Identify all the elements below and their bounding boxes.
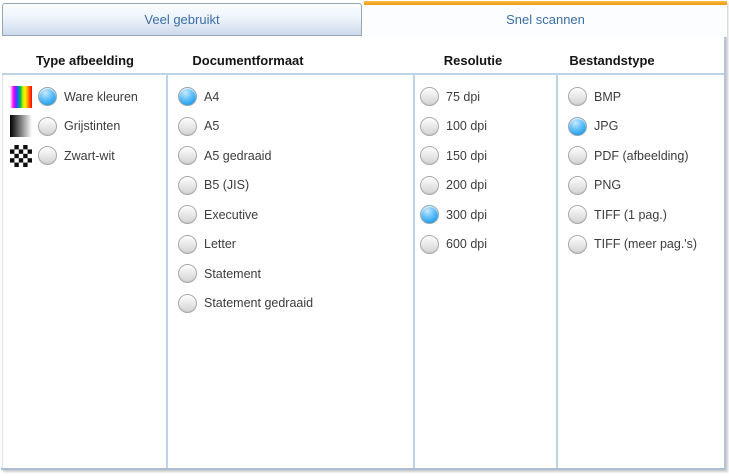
radio-ware-kleuren[interactable]	[38, 87, 57, 107]
column-header-type-afbeelding: Type afbeelding	[36, 53, 134, 68]
radio-label: Statement	[204, 266, 261, 281]
radio-label: B5 (JIS)	[204, 178, 250, 193]
radio-label: Executive	[204, 207, 259, 222]
radio-label: Statement gedraaid	[204, 296, 314, 311]
radio-row-75dpi[interactable]: 75 dpi	[420, 82, 487, 112]
radio-a5-gedraaid[interactable]	[178, 146, 197, 166]
radio-row-a5[interactable]: A5	[178, 112, 313, 142]
radio-row-tiff-meer-pags[interactable]: TIFF (meer pag.'s)	[568, 230, 697, 260]
radio-tiff-1pag[interactable]	[568, 205, 587, 225]
radio-label: Ware kleuren	[64, 89, 138, 104]
column-resolutie: 75 dpi 100 dpi 150 dpi 200 dpi 300 dpi 6…	[420, 82, 487, 259]
radio-label: Letter	[204, 237, 236, 252]
tab-snel-scannen[interactable]: Snel scannen	[364, 1, 727, 37]
radio-pdf-afbeelding[interactable]	[568, 146, 587, 166]
radio-label: 100 dpi	[446, 119, 488, 134]
radio-row-statement[interactable]: Statement	[178, 259, 313, 289]
radio-label: A4	[204, 89, 220, 104]
column-header-bestandstype: Bestandstype	[569, 53, 655, 68]
radio-label: 200 dpi	[446, 178, 488, 193]
radio-a4[interactable]	[178, 87, 197, 107]
radio-b5-jis[interactable]	[178, 175, 197, 195]
radio-row-png[interactable]: PNG	[568, 171, 697, 201]
radio-row-letter[interactable]: Letter	[178, 230, 313, 260]
active-tab-accent-bar	[364, 1, 727, 5]
radio-row-executive[interactable]: Executive	[178, 200, 313, 230]
radio-label: PNG	[594, 178, 622, 193]
radio-300dpi[interactable]	[420, 205, 439, 225]
grid-line-2	[413, 75, 415, 468]
radio-100dpi[interactable]	[420, 116, 439, 136]
color-spectrum-icon	[10, 85, 32, 108]
radio-row-tiff-1pag[interactable]: TIFF (1 pag.)	[568, 200, 697, 230]
header-underline	[2, 73, 724, 75]
radio-statement[interactable]	[178, 264, 197, 284]
radio-row-zwart-wit[interactable]: Zwart-wit	[10, 141, 138, 171]
radio-150dpi[interactable]	[420, 146, 439, 166]
radio-png[interactable]	[568, 175, 587, 195]
radio-jpg[interactable]	[568, 116, 587, 136]
radio-row-bmp[interactable]: BMP	[568, 82, 697, 112]
tab-snel-scannen-label: Snel scannen	[506, 11, 585, 27]
radio-row-100dpi[interactable]: 100 dpi	[420, 112, 487, 142]
radio-label: 300 dpi	[446, 207, 488, 222]
radio-label: 600 dpi	[446, 237, 488, 252]
radio-statement-gedraaid[interactable]	[178, 293, 197, 313]
grid-line-3	[556, 75, 558, 468]
radio-row-jpg[interactable]: JPG	[568, 112, 697, 142]
grayscale-gradient-icon	[10, 115, 32, 138]
radio-a5[interactable]	[178, 116, 197, 136]
radio-label: 75 dpi	[446, 89, 481, 104]
radio-tiff-meer-pags[interactable]	[568, 234, 587, 254]
radio-row-b5-jis[interactable]: B5 (JIS)	[178, 171, 313, 201]
radio-label: JPG	[594, 119, 619, 134]
radio-label: TIFF (1 pag.)	[594, 207, 667, 222]
column-header-resolutie: Resolutie	[443, 53, 503, 68]
radio-600dpi[interactable]	[420, 234, 439, 254]
radio-letter[interactable]	[178, 234, 197, 254]
tab-veel-gebruikt-label: Veel gebruikt	[144, 12, 220, 27]
grid-line-1	[166, 75, 168, 468]
radio-row-150dpi[interactable]: 150 dpi	[420, 141, 487, 171]
radio-label: A5 gedraaid	[204, 148, 272, 163]
radio-label: 150 dpi	[446, 148, 488, 163]
radio-row-a5-gedraaid[interactable]: A5 gedraaid	[178, 141, 313, 171]
grid-line-left	[2, 75, 3, 468]
radio-row-600dpi[interactable]: 600 dpi	[420, 230, 487, 260]
radio-label: Grijstinten	[64, 119, 121, 134]
radio-row-200dpi[interactable]: 200 dpi	[420, 171, 487, 201]
column-bestandstype: BMP JPG PDF (afbeelding) PNG TIFF (1 pag…	[568, 82, 697, 259]
radio-75dpi[interactable]	[420, 87, 439, 107]
radio-grijstinten[interactable]	[38, 116, 57, 136]
radio-label: A5	[204, 119, 220, 134]
checkerboard-icon	[10, 144, 32, 167]
radio-bmp[interactable]	[568, 87, 587, 107]
radio-200dpi[interactable]	[420, 175, 439, 195]
radio-row-grijstinten[interactable]: Grijstinten	[10, 112, 138, 142]
radio-label: TIFF (meer pag.'s)	[594, 237, 698, 252]
radio-row-300dpi[interactable]: 300 dpi	[420, 200, 487, 230]
radio-zwart-wit[interactable]	[38, 146, 57, 166]
column-documentformaat: A4 A5 A5 gedraaid B5 (JIS) Executive Let…	[178, 82, 313, 318]
column-header-documentformaat: Documentformaat	[192, 53, 304, 68]
radio-row-statement-gedraaid[interactable]: Statement gedraaid	[178, 289, 313, 319]
radio-row-a4[interactable]: A4	[178, 82, 313, 112]
radio-label: PDF (afbeelding)	[594, 148, 689, 163]
radio-row-pdf-afbeelding[interactable]: PDF (afbeelding)	[568, 141, 697, 171]
radio-label: BMP	[594, 89, 622, 104]
radio-row-ware-kleuren[interactable]: Ware kleuren	[10, 82, 138, 112]
radio-label: Zwart-wit	[64, 148, 115, 163]
radio-executive[interactable]	[178, 205, 197, 225]
column-type-afbeelding: Ware kleuren Grijstinten Zwart-wit	[10, 82, 138, 171]
tab-veel-gebruikt[interactable]: Veel gebruikt	[2, 3, 362, 36]
